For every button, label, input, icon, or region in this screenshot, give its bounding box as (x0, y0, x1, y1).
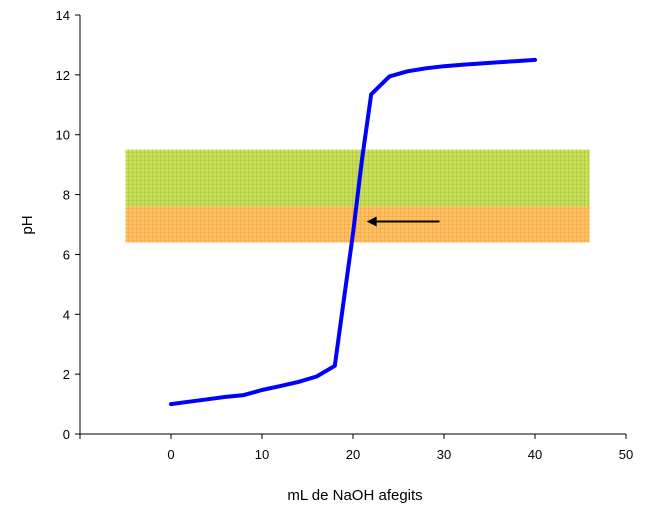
annotations-layer (366, 216, 440, 227)
y-tick-label: 12 (56, 68, 70, 83)
y-tick-label: 4 (63, 307, 70, 322)
series-line-0 (169, 57, 537, 407)
y-tick-label: 8 (63, 188, 70, 203)
x-tick-label: 50 (619, 447, 633, 462)
annotation-arrow-head (366, 216, 377, 227)
x-tick-label: 40 (528, 447, 542, 462)
series-layer (169, 57, 537, 407)
x-tick-label: 30 (437, 447, 451, 462)
y-tick-label: 0 (63, 427, 70, 442)
x-tick-label: 10 (255, 447, 269, 462)
x-axis-title: mL de NaOH afegits (287, 487, 422, 504)
axes: 0 10 20 30 40 50 0 2 4 6 8 10 12 14 (56, 8, 634, 462)
x-tick-label: 20 (346, 447, 360, 462)
x-tick-label: 0 (167, 447, 174, 462)
y-tick-label: 6 (63, 247, 70, 262)
y-tick-label: 10 (56, 128, 70, 143)
y-axis-title: pH (19, 215, 36, 234)
y-tick-label: 14 (56, 8, 70, 23)
y-tick-label: 2 (63, 367, 70, 382)
